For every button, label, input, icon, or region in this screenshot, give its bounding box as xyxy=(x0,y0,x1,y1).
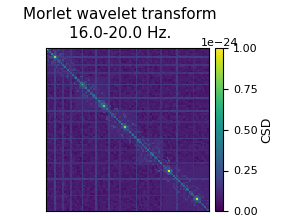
Title: 1e−24: 1e−24 xyxy=(200,38,238,48)
Text: 16.0-20.0 Hz.: 16.0-20.0 Hz. xyxy=(69,26,171,41)
Text: Morlet wavelet transform: Morlet wavelet transform xyxy=(23,7,217,22)
Y-axis label: CSD: CSD xyxy=(261,117,274,143)
